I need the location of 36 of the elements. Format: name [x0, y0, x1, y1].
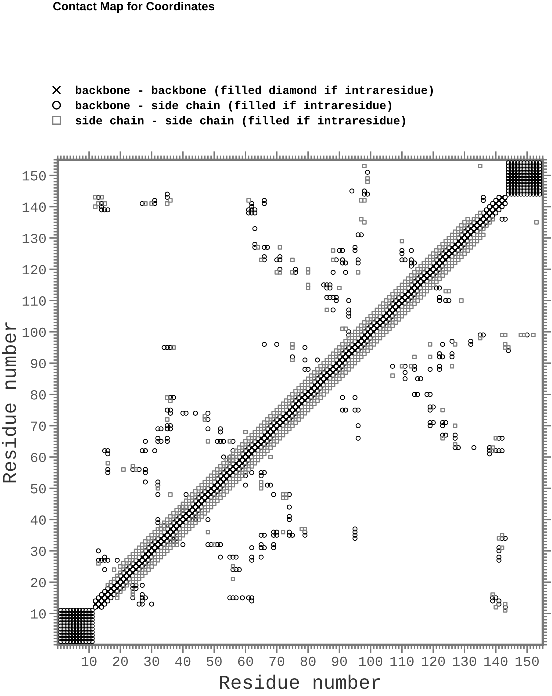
x-tick-label: 130	[453, 656, 476, 666]
y-tick-label: 20	[31, 578, 46, 588]
x-tick-label: 100	[359, 656, 383, 666]
x-tick-label: 20	[113, 656, 128, 666]
x-tick-label: 120	[422, 656, 446, 666]
chart-title: Contact Map for Coordinates	[53, 2, 215, 14]
y-tick-label: 90	[31, 359, 46, 369]
x-axis-title: Residue number	[220, 674, 380, 690]
y-tick-label: 130	[22, 234, 46, 244]
y-tick-label: 150	[22, 171, 46, 181]
x-tick-label: 70	[270, 656, 285, 666]
y-tick-label: 120	[22, 265, 46, 275]
y-tick-label: 40	[30, 516, 46, 526]
y-tick-label: 50	[31, 484, 46, 494]
y-tick-label: 140	[22, 202, 46, 212]
y-axis-title: Residue number	[2, 322, 16, 483]
x-tick-label: 140	[484, 656, 508, 666]
x-tick-label: 50	[206, 656, 222, 666]
y-tick-label: 60	[31, 453, 46, 462]
x-tick-label: 60	[238, 656, 254, 666]
y-tick-label: 70	[31, 422, 46, 432]
y-tick-label: 110	[22, 296, 46, 306]
x-tick-label: 30	[144, 656, 160, 666]
legend-label: backbone - side chain (filled if intraresidue)	[76, 100, 392, 112]
y-tick-label: 100	[22, 328, 46, 338]
legend-label: backbone - backbone (filled diamond if intraresidue)	[76, 86, 434, 97]
x-tick-label: 150	[516, 656, 539, 666]
y-tick-label: 30	[31, 546, 46, 556]
legend-label: side chain - side chain (filled if intraresidue)	[76, 116, 406, 128]
x-tick-label: 40	[176, 656, 191, 666]
x-tick-label: 80	[300, 656, 316, 666]
x-tick-label: 10	[82, 656, 97, 666]
y-tick-label: 10	[31, 609, 46, 619]
y-tick-label: 80	[31, 390, 46, 400]
x-tick-label: 90	[332, 656, 348, 666]
x-tick-label: 110	[390, 656, 414, 666]
